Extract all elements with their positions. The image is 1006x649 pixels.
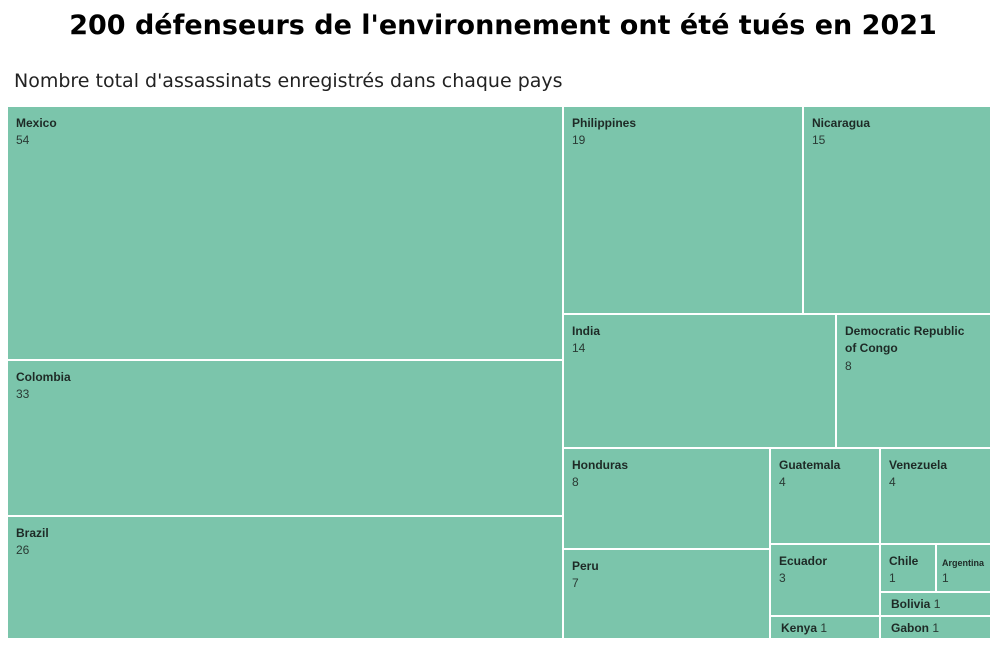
treemap-label-colombia: Colombia — [16, 370, 71, 384]
treemap-tile-india — [562, 313, 837, 449]
treemap-value-philippines: 19 — [572, 133, 586, 147]
treemap-label-gabon: Gabon 1 — [891, 621, 939, 635]
treemap-label-honduras: Honduras — [572, 458, 628, 472]
treemap-cell-mexico: Mexico 54 — [6, 105, 564, 361]
treemap-label-kenya: Kenya 1 — [781, 621, 827, 635]
treemap-label-ecuador: Ecuador — [779, 554, 827, 568]
treemap-value-india: 14 — [572, 341, 586, 355]
treemap-tile-nicaragua — [802, 105, 992, 315]
treemap-cell-gabon: Gabon 1 — [879, 615, 992, 640]
treemap-cell-chile: Chile 1 — [879, 543, 937, 593]
chart-title: 200 défenseurs de l'environnement ont ét… — [69, 10, 937, 41]
treemap-value-chile: 1 — [889, 571, 896, 585]
treemap-cell-philippines: Philippines 19 — [562, 105, 804, 315]
treemap-label-democratic-republic-of-congo: Democratic Republic of Congo — [845, 324, 965, 355]
treemap-cell-honduras: Honduras 8 — [562, 447, 771, 550]
treemap-tile-mexico — [6, 105, 564, 361]
treemap-tile-philippines — [562, 105, 804, 315]
treemap-tile-democratic-republic-of-congo — [835, 313, 992, 449]
treemap-label-india: India — [572, 324, 600, 338]
treemap-value-guatemala: 4 — [779, 475, 786, 489]
treemap-tile-gabon — [879, 615, 992, 640]
treemap-cell-guatemala: Guatemala 4 — [769, 447, 881, 545]
treemap-tile-ecuador — [769, 543, 881, 617]
treemap-label-argentina: Argentina — [942, 558, 985, 568]
treemap-tile-honduras — [562, 447, 771, 550]
treemap-value-bolivia: 1 — [934, 597, 941, 611]
treemap-value-ecuador: 3 — [779, 571, 786, 585]
treemap-value-mexico: 54 — [16, 133, 30, 147]
treemap-label-venezuela: Venezuela — [889, 458, 947, 472]
treemap-value-venezuela: 4 — [889, 475, 896, 489]
treemap-label-guatemala: Guatemala — [779, 458, 841, 472]
treemap-cell-colombia: Colombia 33 — [6, 359, 564, 517]
treemap-label-chile: Chile — [889, 554, 919, 568]
treemap-value-kenya: 1 — [820, 621, 827, 635]
treemap-value-democratic-republic-of-congo: 8 — [845, 359, 852, 373]
treemap-value-honduras: 8 — [572, 475, 579, 489]
treemap-tile-venezuela — [879, 447, 992, 545]
treemap-value-gabon: 1 — [932, 621, 939, 635]
treemap-cell-brazil: Brazil 26 — [6, 515, 564, 640]
treemap-label-peru: Peru — [572, 559, 599, 573]
treemap-tile-brazil — [6, 515, 564, 640]
treemap-cell-india: India 14 — [562, 313, 837, 449]
treemap-tile-colombia — [6, 359, 564, 517]
treemap-cell-democratic-republic-of-congo: Democratic Republic of Congo 8 — [835, 313, 992, 449]
treemap-cell-venezuela: Venezuela 4 — [879, 447, 992, 545]
treemap-label-nicaragua: Nicaragua — [812, 116, 870, 130]
treemap-tile-chile — [879, 543, 937, 593]
treemap-label-bolivia: Bolivia 1 — [891, 597, 941, 611]
treemap-cell-kenya: Kenya 1 — [769, 615, 881, 640]
chart-subtitle: Nombre total d'assassinats enregistrés d… — [14, 70, 563, 92]
treemap-cell-peru: Peru 7 — [562, 548, 771, 640]
treemap-cell-bolivia: Bolivia 1 — [879, 591, 992, 617]
treemap-label-philippines: Philippines — [572, 116, 636, 130]
treemap-cell-argentina: Argentina 1 — [935, 543, 992, 593]
treemap-label-brazil: Brazil — [16, 526, 49, 540]
treemap-cell-ecuador: Ecuador 3 — [769, 543, 881, 617]
treemap-value-argentina: 1 — [942, 571, 949, 585]
treemap-value-colombia: 33 — [16, 387, 30, 401]
treemap-tile-argentina — [935, 543, 992, 593]
treemap-label-mexico: Mexico — [16, 116, 57, 130]
treemap-value-nicaragua: 15 — [812, 133, 826, 147]
treemap-value-brazil: 26 — [16, 543, 30, 557]
treemap-cell-nicaragua: Nicaragua 15 — [802, 105, 992, 315]
treemap-value-peru: 7 — [572, 576, 579, 590]
